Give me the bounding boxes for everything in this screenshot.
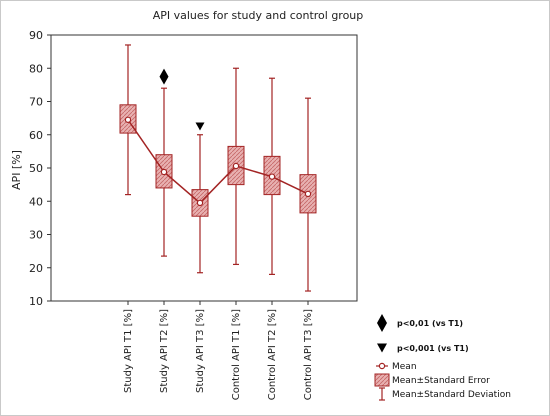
y-axis-label: API [%] <box>10 150 23 190</box>
mean-marker <box>196 199 204 207</box>
mean-marker <box>160 168 168 176</box>
y-tick-label: 10 <box>29 295 43 308</box>
significance-legend-label: p<0,001 (vs T1) <box>397 344 469 353</box>
legend-label: Mean±Standard Deviation <box>392 390 511 400</box>
y-tick-label: 30 <box>29 229 43 242</box>
y-tick-label: 40 <box>29 195 43 208</box>
plot-area <box>50 34 358 302</box>
x-tick-label: Control API T2 [%] <box>267 309 278 400</box>
chart-series <box>119 44 317 292</box>
significance-triangle-marker <box>195 122 205 131</box>
y-tick-label: 70 <box>29 96 43 109</box>
significance-diamond-marker <box>159 68 169 85</box>
y-tick-label: 80 <box>29 62 43 75</box>
x-tick-label: Study API T1 [%] <box>123 309 134 393</box>
mean-marker <box>232 162 240 170</box>
chart-annotations <box>159 68 205 131</box>
x-tick-label: Study API T3 [%] <box>195 309 206 393</box>
chart-title: API values for study and control group <box>153 9 364 22</box>
x-tick-label: Control API T1 [%] <box>231 309 242 400</box>
legend-label: Mean±Standard Error <box>392 376 490 386</box>
legend-label: Mean <box>392 362 417 372</box>
y-tick-label: 60 <box>29 129 43 142</box>
significance-legend: p<0,01 (vs T1) p<0,001 (vs T1) <box>377 314 469 353</box>
legend-triangle-icon <box>377 343 387 353</box>
y-tick-label: 90 <box>29 29 43 42</box>
mean-line <box>127 119 309 204</box>
legend-diamond-icon <box>377 314 387 332</box>
y-tick-label: 50 <box>29 162 43 175</box>
x-tick-label: Study API T2 [%] <box>159 309 170 393</box>
mean-marker <box>268 173 276 180</box>
chart-legend: Mean Mean±Standard Error Mean±Standard Dev… <box>374 362 511 401</box>
mean-marker <box>124 116 132 123</box>
y-axis: 10 20 30 40 50 60 70 80 90 <box>29 29 51 308</box>
legend-se-box-icon <box>374 373 390 387</box>
legend-mean-circle-icon <box>378 362 386 370</box>
significance-legend-label: p<0,01 (vs T1) <box>397 319 463 328</box>
y-tick-label: 20 <box>29 262 43 275</box>
mean-marker <box>304 190 312 198</box>
x-axis: Study API T1 [%] Study API T2 [%] Study AP… <box>123 301 314 400</box>
x-tick-label: Control API T3 [%] <box>303 309 314 400</box>
